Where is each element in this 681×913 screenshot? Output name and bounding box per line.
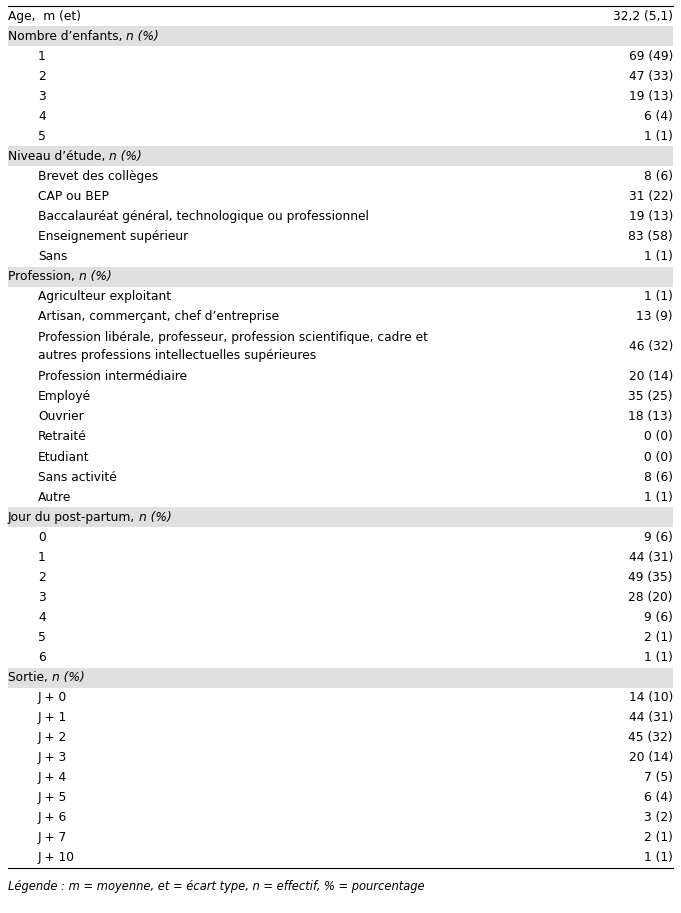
Text: 5: 5 <box>38 130 46 142</box>
Text: Enseignement supérieur: Enseignement supérieur <box>38 230 188 243</box>
Text: 19 (13): 19 (13) <box>629 210 673 223</box>
Text: 1: 1 <box>38 49 46 63</box>
Bar <box>8 667 673 687</box>
Text: autres professions intellectuelles supérieures: autres professions intellectuelles supér… <box>38 349 316 362</box>
Text: 1 (1): 1 (1) <box>644 490 673 504</box>
Text: J + 2: J + 2 <box>38 731 67 744</box>
Text: 69 (49): 69 (49) <box>629 49 673 63</box>
Text: J + 0: J + 0 <box>38 691 67 704</box>
Text: 20 (14): 20 (14) <box>629 371 673 383</box>
Bar <box>8 267 673 287</box>
Text: Profession,: Profession, <box>8 270 79 283</box>
Text: 35 (25): 35 (25) <box>629 391 673 404</box>
Text: 44 (31): 44 (31) <box>629 711 673 724</box>
Text: 0 (0): 0 (0) <box>644 431 673 444</box>
Text: 9 (6): 9 (6) <box>644 611 673 624</box>
Text: Ouvrier: Ouvrier <box>38 411 84 424</box>
Text: J + 7: J + 7 <box>38 832 67 845</box>
Text: 0 (0): 0 (0) <box>644 450 673 464</box>
Text: 14 (10): 14 (10) <box>629 691 673 704</box>
Text: 0: 0 <box>38 530 46 544</box>
Text: 19 (13): 19 (13) <box>629 89 673 102</box>
Text: Sans activité: Sans activité <box>38 470 116 484</box>
Text: J + 1: J + 1 <box>38 711 67 724</box>
Text: Etudiant: Etudiant <box>38 450 90 464</box>
Bar <box>8 26 673 46</box>
Text: Age,  m (et): Age, m (et) <box>8 9 81 23</box>
Bar <box>8 507 673 527</box>
Text: Nombre d’enfants,: Nombre d’enfants, <box>8 29 127 43</box>
Text: CAP ou BEP: CAP ou BEP <box>38 190 109 203</box>
Text: 83 (58): 83 (58) <box>629 230 673 243</box>
Text: 1 (1): 1 (1) <box>644 130 673 142</box>
Text: 3: 3 <box>38 591 46 603</box>
Text: J + 4: J + 4 <box>38 771 67 784</box>
Text: Agriculteur exploitant: Agriculteur exploitant <box>38 290 171 303</box>
Text: 5: 5 <box>38 631 46 644</box>
Text: 4: 4 <box>38 611 46 624</box>
Text: 44 (31): 44 (31) <box>629 551 673 564</box>
Text: 3 (2): 3 (2) <box>644 812 673 824</box>
Text: Brevet des collèges: Brevet des collèges <box>38 170 158 183</box>
Text: Sans: Sans <box>38 250 67 263</box>
Text: 1: 1 <box>38 551 46 564</box>
Text: Employé: Employé <box>38 391 91 404</box>
Text: 9 (6): 9 (6) <box>644 530 673 544</box>
Text: J + 6: J + 6 <box>38 812 67 824</box>
Text: J + 3: J + 3 <box>38 751 67 764</box>
Text: 2 (1): 2 (1) <box>644 631 673 644</box>
Text: 28 (20): 28 (20) <box>629 591 673 603</box>
Text: 6 (4): 6 (4) <box>644 792 673 804</box>
Text: 32,2 (5,1): 32,2 (5,1) <box>613 9 673 23</box>
Text: Profession libérale, professeur, profession scientifique, cadre et: Profession libérale, professeur, profess… <box>38 331 428 344</box>
Text: 2: 2 <box>38 69 46 83</box>
Text: n (%): n (%) <box>127 29 159 43</box>
Text: 1 (1): 1 (1) <box>644 250 673 263</box>
Text: 13 (9): 13 (9) <box>636 310 673 323</box>
Text: 1 (1): 1 (1) <box>644 651 673 664</box>
Text: 7 (5): 7 (5) <box>644 771 673 784</box>
Text: 6 (4): 6 (4) <box>644 110 673 122</box>
Text: 46 (32): 46 (32) <box>629 341 673 353</box>
Text: 8 (6): 8 (6) <box>644 470 673 484</box>
Text: 31 (22): 31 (22) <box>629 190 673 203</box>
Text: Baccalauréat général, technologique ou professionnel: Baccalauréat général, technologique ou p… <box>38 210 369 223</box>
Text: 2 (1): 2 (1) <box>644 832 673 845</box>
Text: Légende : m = moyenne, et = écart type, n = effectif, % = pourcentage: Légende : m = moyenne, et = écart type, … <box>8 880 425 893</box>
Text: n (%): n (%) <box>79 270 112 283</box>
Text: Autre: Autre <box>38 490 72 504</box>
Text: 3: 3 <box>38 89 46 102</box>
Bar <box>8 146 673 166</box>
Text: J + 5: J + 5 <box>38 792 67 804</box>
Text: 49 (35): 49 (35) <box>629 571 673 583</box>
Text: 47 (33): 47 (33) <box>629 69 673 83</box>
Text: Jour du post-partum,: Jour du post-partum, <box>8 510 139 524</box>
Text: Retraité: Retraité <box>38 431 86 444</box>
Text: 1 (1): 1 (1) <box>644 290 673 303</box>
Text: J + 10: J + 10 <box>38 852 75 865</box>
Text: Artisan, commerçant, chef d’entreprise: Artisan, commerçant, chef d’entreprise <box>38 310 279 323</box>
Text: 4: 4 <box>38 110 46 122</box>
Text: Sortie,: Sortie, <box>8 671 52 684</box>
Text: 20 (14): 20 (14) <box>629 751 673 764</box>
Text: 6: 6 <box>38 651 46 664</box>
Text: 45 (32): 45 (32) <box>629 731 673 744</box>
Text: 8 (6): 8 (6) <box>644 170 673 183</box>
Text: Niveau d’étude,: Niveau d’étude, <box>8 150 109 163</box>
Text: n (%): n (%) <box>139 510 172 524</box>
Text: n (%): n (%) <box>52 671 84 684</box>
Text: n (%): n (%) <box>109 150 142 163</box>
Text: 1 (1): 1 (1) <box>644 852 673 865</box>
Text: 18 (13): 18 (13) <box>629 411 673 424</box>
Text: Profession intermédiaire: Profession intermédiaire <box>38 371 187 383</box>
Text: 2: 2 <box>38 571 46 583</box>
